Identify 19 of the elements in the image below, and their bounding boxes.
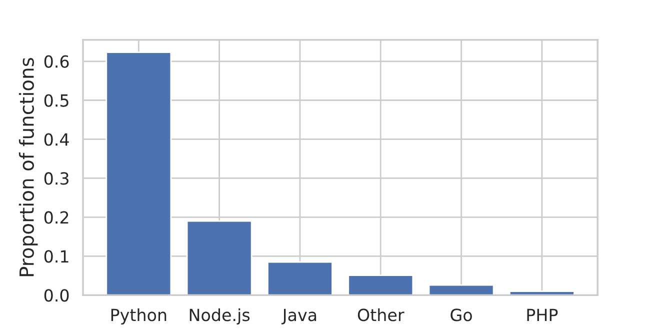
bar [106,52,172,296]
bar [267,261,333,296]
bar [348,274,414,296]
y-axis-title: Proportion of functions [18,58,38,276]
x-tick-label: PHP [527,308,558,322]
y-tick-label: 0.1 [44,250,68,263]
y-tick-label: 0.6 [44,55,69,68]
y-tick-label: 0.5 [44,94,68,107]
x-tick-label: Python [111,308,166,324]
x-tick-label: Java [282,308,316,324]
y-tick-label: 0.2 [44,211,68,224]
x-tick-label: Node.js [190,308,250,324]
bar [186,220,252,296]
y-tick-label: 0.0 [44,289,69,302]
x-tick-label: Go [450,308,472,322]
bar [428,284,494,296]
y-tick-label: 0.4 [44,133,69,146]
x-tick-label: Other [358,308,404,322]
y-tick-label: 0.3 [44,172,68,185]
